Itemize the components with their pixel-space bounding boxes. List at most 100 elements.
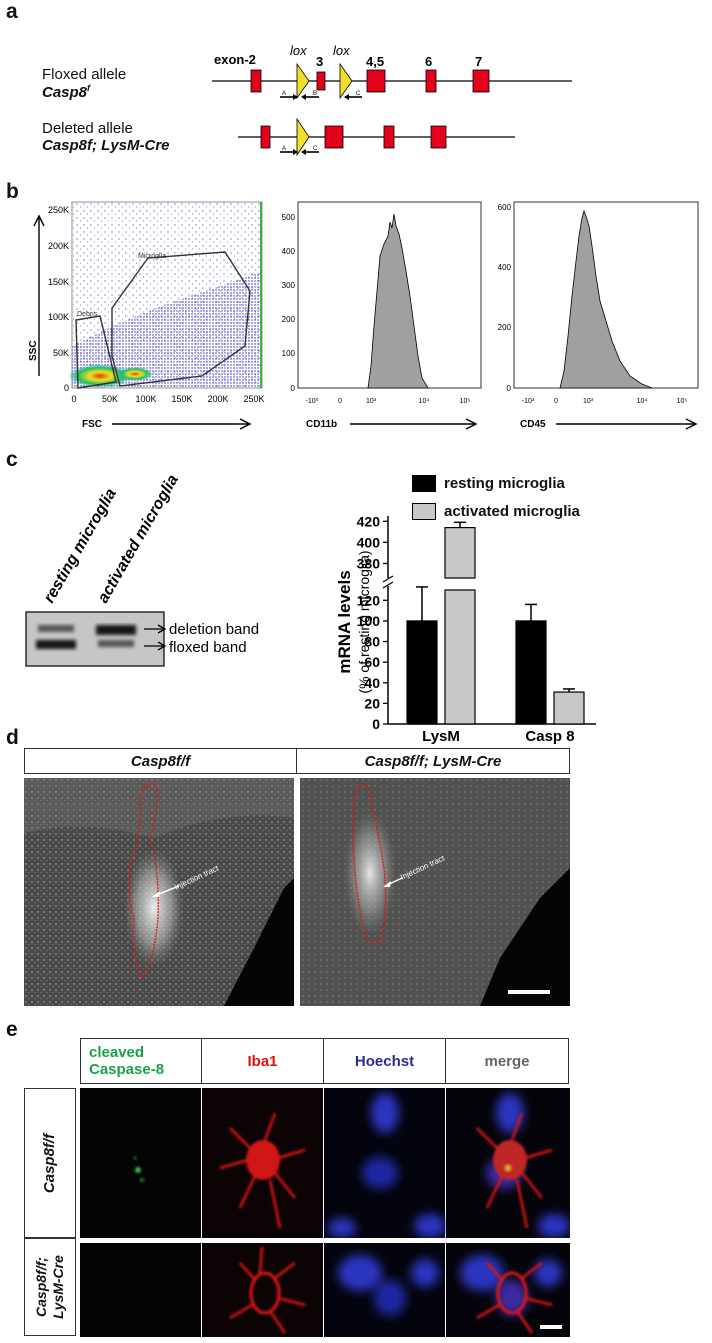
bar-0-1 [515,620,547,725]
deletion-band-label: deletion band [169,621,259,638]
e-r1-blue-nucleus [371,1093,399,1133]
scatter-ytick: 100K [48,312,69,322]
scatter-xtick: 50K [102,394,118,404]
e-r2-blue-nucleus [411,1259,439,1287]
primer-a2-arrowhead [293,149,298,155]
d-header-left: Casp8f/f [24,748,297,774]
scatter-x-arrowhead [239,418,252,430]
deletion-band-arrowhead [157,624,167,634]
exon-7-box [472,69,490,93]
e-r2-red-cell [229,1246,306,1334]
d-scale-bar [508,990,550,994]
d-image-right: Injection tract [300,778,570,1006]
d-right-annot-arrowhead [383,881,391,887]
e-col1-line2: Caspase-8 [89,1061,165,1078]
d-left-tract-outline [127,782,159,980]
gate-microglia [111,251,251,387]
scatter-xtick: 200K [207,394,228,404]
hist1-ytick: 0 [291,384,296,393]
scatter-yticks: 0 50K 100K 150K 200K 250K [48,205,69,393]
y-tick-label: 80 [364,634,380,650]
scatter-ytick: 200K [48,241,69,251]
floxed-band-label: floxed band [169,639,247,656]
hist1-xtick: -10⁰ [306,397,319,405]
exon-2-box [250,69,262,93]
deleted-exon-6-box [383,125,395,149]
hist1-xtick: 0 [338,398,342,405]
panel-letter-a: a [6,0,18,23]
exon-6-label: 6 [425,54,432,69]
d-left-annot-arrowhead [152,891,160,897]
floxed-allele-label: Floxed allele Casp8f [42,66,126,101]
e-r1-red-soma [246,1140,280,1180]
deleted-allele-line1: Deleted allele [42,120,133,137]
gate-debris-label: Debris [77,311,98,318]
hist2-ytick: 400 [498,263,512,272]
floxed-allele-sup: f [87,83,91,93]
chart-ylabel-sub: (% of resting microglia) [356,550,372,693]
e-r2-merge-nucleus [460,1255,504,1291]
y-tick-label: 100 [357,613,381,629]
e-col-header-iba1: Iba1 [201,1038,324,1084]
chart-legend: resting microglia activated microglia [412,470,580,524]
bar-1-1 [553,691,585,725]
chart-ticks: 0 20 40 60 80 100 120 380 400 420 [357,513,388,732]
gel-band-lane2-floxed [98,640,134,647]
hist2-ytick: 200 [498,323,512,332]
axis-break-mark [382,575,394,583]
category-label-casp8: Casp 8 [525,728,574,745]
hist1-distribution [367,213,429,389]
gate-debris [75,315,117,389]
e-row2-label: Casp8f/f; LysM-Cre [33,1255,67,1319]
scatter-right-edge [260,202,262,388]
hist2-ytick: 0 [507,384,512,393]
deleted-allele-label: Deleted allele Casp8f; LysM-Cre [42,120,170,154]
y-tick-label: 60 [364,654,380,670]
hist2-xtick: 10⁵ [677,398,688,405]
y-tick-label: 120 [357,592,381,608]
histogram-cd11b: 0 100 200 300 400 500 -10⁰ 0 10³ 10⁴ 10⁵… [282,201,482,430]
primer-c2-arrowhead [301,149,306,155]
d-left-glow [124,848,184,968]
hist2-x-arrowhead [685,418,698,430]
scatter-xtick: 0 [71,394,76,404]
panel-letter-c: c [6,448,18,471]
hist1-ytick: 300 [282,281,296,290]
exon-7-label: 7 [475,54,482,69]
hist1-ytick: 400 [282,247,296,256]
deleted-allele-line2: Casp8f; LysM-Cre [42,137,170,154]
scatter-xlabel: FSC [82,419,102,430]
lox-site-2 [339,62,353,100]
exon-45-box [366,69,386,93]
d-header-right: Casp8f/f; LysM-Cre [296,748,570,774]
hist2-xlabel: CD45 [520,419,546,430]
chart-ylabel-main: mRNA levels [335,570,354,673]
d-image-left: Injection tract [24,778,294,1006]
e-col1-line1: cleaved [89,1044,145,1061]
hist1-xticks: -10⁰ 0 10³ 10⁴ 10⁵ [306,397,471,405]
panel-letter-b: b [6,180,19,203]
e-r1-green-dot [135,1167,141,1173]
scatter-hotspot-2 [117,367,153,381]
e-row1-images [80,1088,570,1238]
e-r1-blue-nucleus [362,1157,398,1189]
gel-band-lane2-deletion [96,625,136,635]
scatter-xticks: 0 50K 100K 150K 200K 250K [71,394,264,404]
e-r2-tile-iba1 [202,1243,323,1337]
deleted-exon-45-box [324,125,344,149]
e-r1-tile-caspase8 [80,1088,201,1238]
hist2-xtick: 10³ [583,398,594,405]
legend-swatch-resting [412,474,436,492]
hist1-ytick: 100 [282,349,296,358]
panel-letter-d: d [6,726,19,749]
e-row-header-casp8ff: Casp8f/f [24,1088,76,1238]
bar-1-0 [444,589,476,725]
e-r2-merge-nucleus [534,1259,562,1287]
hist1-ytick: 500 [282,213,296,222]
e-r1-merge-processes [476,1112,553,1229]
scatter-xtick: 150K [171,394,192,404]
hist2-xtick: -10³ [522,398,535,405]
e-r1-red-processes [219,1112,306,1229]
histogram-cd45: 0 200 400 600 -10³ 0 10³ 10⁴ 10⁵ CD45 [498,201,699,430]
e-r2-merge-red [476,1262,553,1334]
